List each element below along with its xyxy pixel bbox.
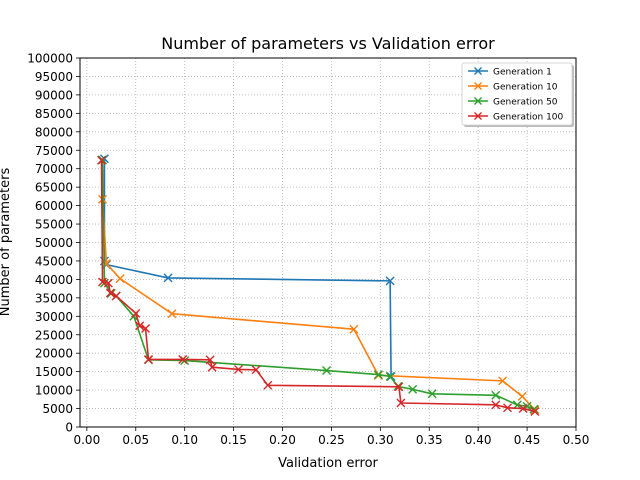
data-point	[131, 308, 141, 318]
data-point	[518, 404, 528, 414]
data-point	[427, 389, 437, 399]
y-tick-label: 45000	[35, 254, 73, 268]
data-point	[178, 354, 188, 364]
legend-item-generation-10: Generation 10	[468, 82, 558, 93]
legend-label: Generation 50	[493, 98, 558, 108]
legend-label: Generation 10	[493, 83, 558, 93]
y-axis: 0 5000 10000 15000 20000 25000 30000 35000 40000…	[27, 52, 80, 435]
legend: Generation 1 Generation 10 Generation 50 Ge…	[461, 62, 574, 127]
data-point	[263, 380, 273, 390]
y-tick-label: 90000	[35, 88, 73, 102]
data-point	[141, 323, 151, 333]
x-tick-label: 0.25	[318, 433, 345, 447]
series-layer	[97, 154, 540, 416]
chart-title: Number of parameters vs Validation error	[161, 34, 495, 53]
x-tick-label: 0.30	[367, 433, 394, 447]
y-tick-label: 100000	[27, 52, 73, 66]
x-tick-label: 0.00	[73, 433, 100, 447]
data-point	[233, 364, 243, 374]
data-point	[143, 354, 153, 364]
data-point	[491, 400, 501, 410]
y-tick-label: 20000	[35, 347, 73, 361]
x-tick-label: 0.05	[122, 433, 149, 447]
data-point	[385, 371, 395, 381]
x-axis: 0.00 0.05 0.10 0.15 0.20 0.25 0.30 0.35 0.40 0.45…	[73, 427, 589, 447]
y-tick-label: 95000	[35, 70, 73, 84]
y-axis-label: Number of parameters	[0, 168, 13, 317]
data-point	[103, 278, 113, 288]
data-point	[97, 155, 107, 165]
data-point	[517, 391, 527, 401]
x-tick-label: 0.15	[220, 433, 247, 447]
data-point	[498, 376, 508, 386]
legend-label: Generation 100	[493, 113, 564, 123]
x-tick-label: 0.45	[514, 433, 541, 447]
x-tick-label: 0.40	[465, 433, 492, 447]
y-tick-label: 10000	[35, 384, 73, 398]
y-tick-label: 0	[65, 421, 73, 435]
data-point	[394, 382, 404, 392]
y-tick-label: 70000	[35, 162, 73, 176]
legend-marker	[474, 82, 482, 90]
y-tick-label: 35000	[35, 291, 73, 305]
x-tick-label: 0.20	[269, 433, 296, 447]
legend-item-generation-1: Generation 1	[468, 67, 552, 78]
data-point	[503, 403, 513, 413]
data-point	[373, 370, 383, 380]
data-point	[530, 407, 540, 416]
data-point	[529, 404, 539, 414]
legend-item-generation-100: Generation 100	[468, 112, 564, 123]
data-point	[385, 276, 395, 286]
data-point	[396, 398, 406, 408]
x-tick-label: 0.35	[416, 433, 443, 447]
y-tick-label: 30000	[35, 310, 73, 324]
data-point	[105, 288, 115, 298]
y-tick-label: 15000	[35, 365, 73, 379]
x-tick-label: 0.50	[563, 433, 590, 447]
data-point	[322, 366, 332, 376]
data-point	[135, 321, 145, 331]
legend-label: Generation 1	[493, 68, 552, 78]
legend-marker	[474, 97, 482, 105]
y-tick-label: 80000	[35, 125, 73, 139]
x-tick-label: 0.10	[171, 433, 198, 447]
data-point	[251, 365, 261, 375]
data-point	[111, 291, 121, 301]
y-tick-label: 75000	[35, 144, 73, 158]
y-tick-label: 85000	[35, 107, 73, 121]
y-tick-label: 5000	[42, 402, 73, 416]
y-tick-label: 55000	[35, 218, 73, 232]
y-tick-label: 25000	[35, 328, 73, 342]
data-point	[408, 384, 418, 394]
series-generation-100	[97, 155, 540, 416]
legend-item-generation-50: Generation 50	[468, 97, 558, 108]
y-tick-label: 65000	[35, 181, 73, 195]
data-point	[205, 355, 215, 365]
y-tick-label: 50000	[35, 236, 73, 250]
y-tick-label: 40000	[35, 273, 73, 287]
x-axis-label: Validation error	[278, 456, 378, 471]
data-point	[349, 324, 359, 334]
data-point	[167, 309, 177, 319]
data-point	[491, 390, 501, 400]
y-tick-label: 60000	[35, 199, 73, 213]
data-point	[163, 273, 173, 283]
data-point	[115, 274, 125, 284]
data-point	[207, 362, 217, 372]
legend-box	[461, 62, 573, 126]
legend-marker	[474, 112, 482, 120]
legend-marker	[474, 67, 482, 75]
